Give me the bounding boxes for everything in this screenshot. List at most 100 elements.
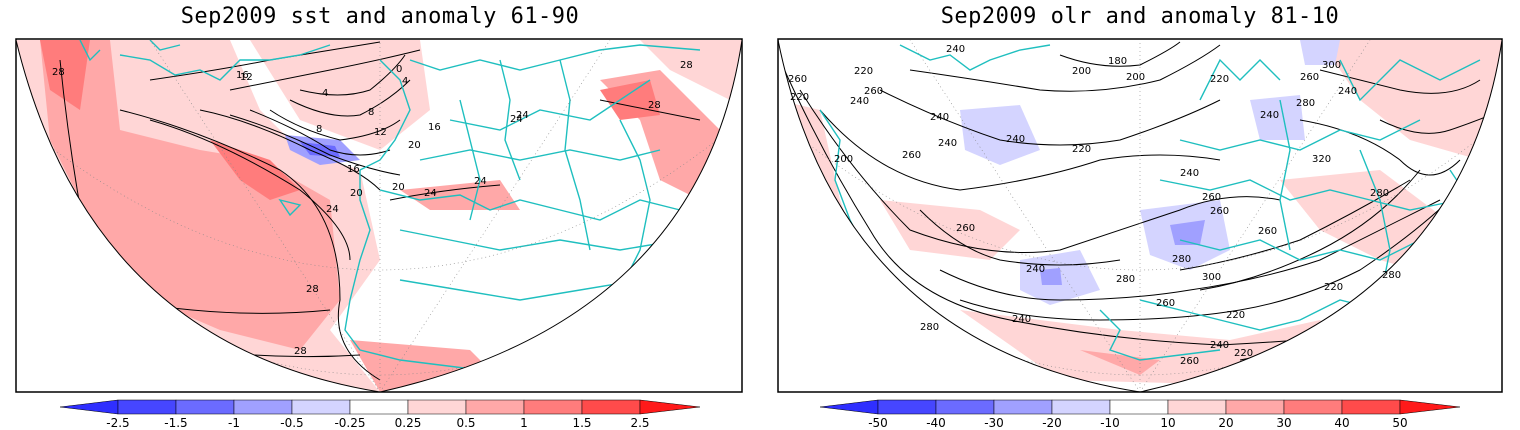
- sst-warm-anomaly-nw: [40, 40, 90, 110]
- sst-warm-anomaly-ne: [640, 40, 742, 100]
- olr-contour-label: 200: [834, 154, 853, 165]
- sst-colorbar-swatch: [233, 399, 293, 415]
- olr-colorbar-label: 20: [1218, 416, 1233, 430]
- olr-colorbar-label: -40: [926, 416, 946, 430]
- olr-contour-label: 280: [1370, 188, 1389, 199]
- sst-colorbar-label: 1.5: [572, 416, 591, 430]
- olr-contour-label: 280: [920, 322, 939, 333]
- olr-contour-label: 220: [1226, 310, 1245, 321]
- sst-graticule: [16, 40, 742, 392]
- olr-contour-label: 240: [1260, 110, 1279, 121]
- olr-contour-label: 240: [1012, 314, 1031, 325]
- olr-contour-label: 240: [1180, 168, 1199, 179]
- olr-colorbar-label: -20: [1042, 416, 1062, 430]
- olr-contour-label: 260: [1258, 226, 1277, 237]
- olr-panel: Sep2009 olr and anomaly 81-10: [760, 0, 1520, 430]
- olr-contour-label: 260: [1202, 192, 1221, 203]
- sst-contour-label: 24: [510, 114, 523, 125]
- olr-neg-anomaly-sw-core: [1040, 268, 1062, 285]
- olr-colorbar-swatch: [1399, 399, 1461, 415]
- olr-colorbar-swatch: [935, 399, 995, 415]
- sst-colorbar-swatch: [523, 399, 583, 415]
- sst-contour-label: 20: [392, 182, 405, 193]
- olr-contour-label: 220: [790, 92, 809, 103]
- sst-contour-labels: 28 24 20 16 12 8 4 0 4 8 12 16 20 24 28 …: [52, 60, 693, 357]
- sst-colorbar-swatch: [117, 399, 177, 415]
- olr-contour-label: 260: [956, 223, 975, 234]
- sst-contour-label: 16: [428, 122, 441, 133]
- olr-contour-label: 260: [1300, 72, 1319, 83]
- sst-contour-label: 28: [648, 100, 661, 111]
- olr-contour-label: 200: [1126, 72, 1145, 83]
- olr-contour-label: 260: [788, 74, 807, 85]
- sst-contour-label: 12: [374, 127, 387, 138]
- olr-neg-anomaly-top: [1300, 40, 1340, 65]
- sst-colorbar-label: 0.5: [456, 416, 475, 430]
- olr-neg-anomaly-ne: [1250, 95, 1305, 140]
- sst-colorbar-swatch: [581, 399, 641, 415]
- olr-contour-label: 260: [1180, 356, 1199, 367]
- olr-pos-anomaly-ne: [1320, 40, 1502, 160]
- olr-map: 240 220 260 220 240 200 180 200 260 220 …: [777, 38, 1503, 430]
- sst-warm-anomaly-atlantic-core: [40, 40, 340, 350]
- sst-contour-label: 4: [322, 88, 328, 99]
- sst-colorbar-label: -1: [228, 416, 240, 430]
- olr-colorbar-label: 50: [1392, 416, 1407, 430]
- olr-colorbar-label: -50: [868, 416, 888, 430]
- sst-contour-label: 24: [516, 110, 529, 121]
- olr-colorbar-swatch: [1283, 399, 1343, 415]
- olr-contour-label: 280: [1296, 98, 1315, 109]
- olr-colorbar-label: 30: [1276, 416, 1291, 430]
- sst-colorbar-label: -2.5: [106, 416, 129, 430]
- sst-contour-label: 8: [316, 124, 322, 135]
- olr-colorbar-swatch: [1109, 399, 1169, 415]
- olr-neg-anomaly-center-core: [1170, 220, 1205, 245]
- olr-colorbar-swatch: [993, 399, 1053, 415]
- olr-colorbar: -50 -40 -30 -20 -10 10 20 30 40 50: [819, 399, 1461, 430]
- olr-contour-label: 260: [1210, 206, 1229, 217]
- sst-colorbar-label: -0.25: [334, 416, 365, 430]
- olr-contour-label: 240: [1006, 134, 1025, 145]
- sst-contour-label: 28: [52, 67, 65, 78]
- olr-map-boundary: [777, 39, 1503, 393]
- sst-colorbar-swatch: [639, 399, 701, 415]
- olr-contour-label: 200: [1072, 66, 1091, 77]
- olr-colorbar-swatch: [819, 399, 879, 415]
- sst-contour-label: 28: [306, 284, 319, 295]
- olr-contour-label: 240: [946, 44, 965, 55]
- sst-colorbar-swatch: [291, 399, 351, 415]
- olr-contour-label: 260: [1156, 298, 1175, 309]
- sst-colorbar-label: -1.5: [164, 416, 187, 430]
- olr-contour-label: 280: [1382, 270, 1401, 281]
- olr-contour-label: 260: [902, 150, 921, 161]
- sst-contour-label: 16: [347, 164, 360, 175]
- olr-colorbar-label: -30: [984, 416, 1004, 430]
- sst-contour-label: 24: [474, 176, 487, 187]
- sst-contour-label: 24: [424, 188, 437, 199]
- olr-pos-anomaly-south2: [1080, 350, 1160, 375]
- olr-colorbar-label: -10: [1100, 416, 1120, 430]
- sst-colorbar-swatch: [175, 399, 235, 415]
- olr-colorbar-swatch: [1341, 399, 1401, 415]
- sst-map-boundary: [15, 39, 743, 393]
- sst-colorbar-swatch: [59, 399, 119, 415]
- olr-neg-anomaly-nw: [960, 105, 1040, 165]
- olr-contour-label: 240: [938, 138, 957, 149]
- olr-contour-label: 220: [854, 66, 873, 77]
- sst-colorbar-label: 1: [520, 416, 528, 430]
- sst-coastlines: [79, 40, 721, 371]
- sst-colorbar-label: 0.25: [395, 416, 422, 430]
- olr-pos-anomaly-mid: [880, 200, 1020, 260]
- olr-contour-label: 180: [1108, 56, 1127, 67]
- sst-colorbar: -2.5 -1.5 -1 -0.5 -0.25 0.25 0.5 1 1.5 2…: [59, 399, 701, 430]
- olr-contour-label: 240: [1210, 340, 1229, 351]
- sst-warm-anomaly-strong: [210, 140, 300, 200]
- sst-contour-label: 16: [236, 70, 249, 81]
- olr-colorbar-swatch: [1167, 399, 1227, 415]
- olr-title: Sep2009 olr and anomaly 81-10: [940, 4, 1340, 29]
- sst-contour-label: 28: [680, 60, 693, 71]
- sst-colorbar-label: -0.5: [280, 416, 303, 430]
- sst-contour-label: 0: [396, 64, 402, 75]
- olr-contour-label: 300: [1202, 272, 1221, 283]
- olr-contour-label: 220: [1210, 74, 1229, 85]
